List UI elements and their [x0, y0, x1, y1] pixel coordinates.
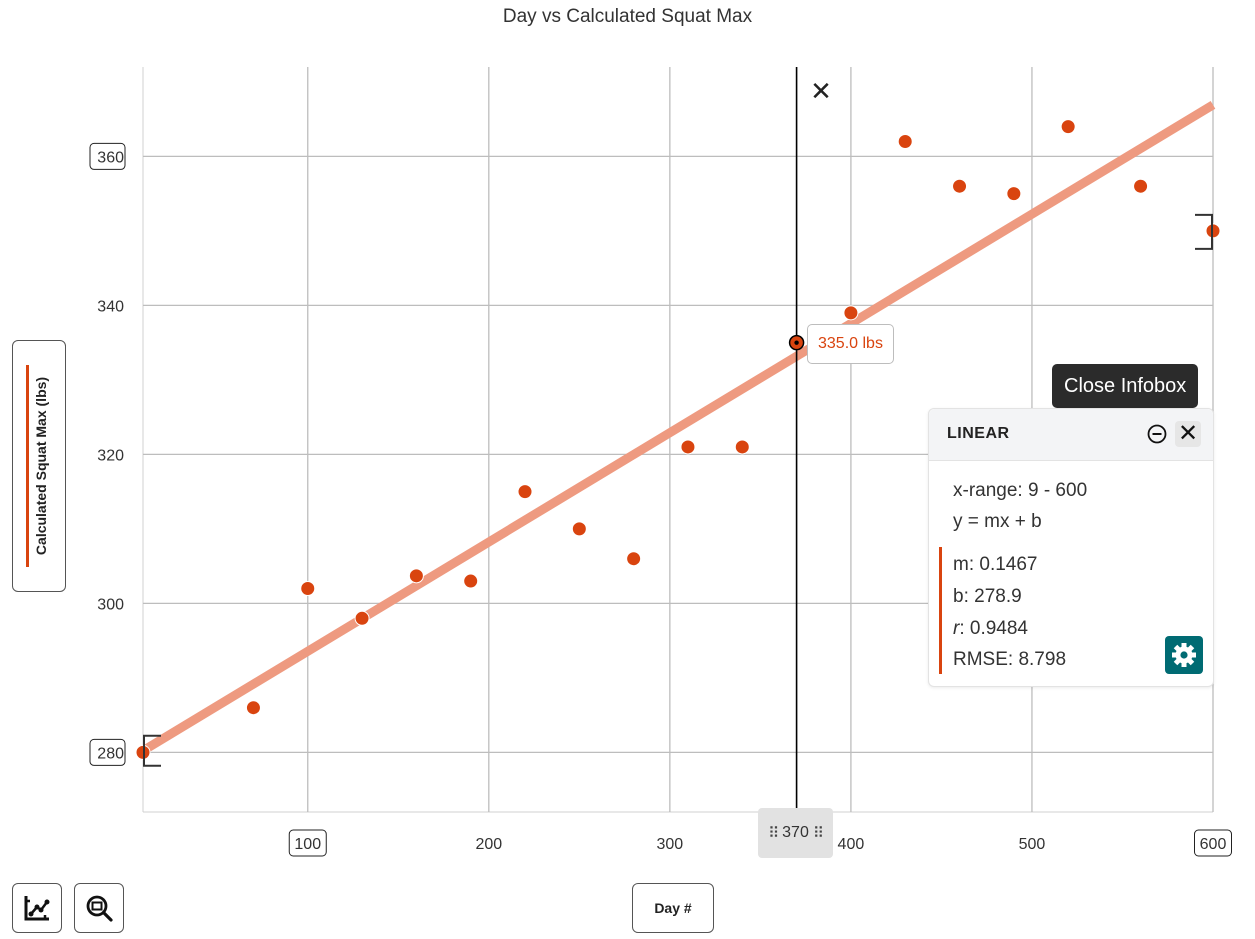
- slope-text: m: 0.1467: [953, 554, 1038, 575]
- correlation-text: r: 0.9484: [953, 618, 1028, 639]
- y-tick-label: 300: [97, 596, 124, 613]
- y-axis-label-button[interactable]: Calculated Squat Max (lbs): [12, 340, 66, 592]
- minus-circle-icon: [1147, 424, 1167, 444]
- x-tick-box: [288, 829, 327, 857]
- data-point: [1060, 119, 1076, 135]
- y-axis-label: Calculated Squat Max (lbs): [33, 376, 49, 556]
- y-tick-label: 340: [97, 298, 124, 315]
- range-end-bracket: [1195, 213, 1213, 250]
- x-tick-label: 100: [294, 836, 321, 853]
- data-point: [680, 439, 696, 455]
- x-range-text: x-range: 9 - 600: [953, 480, 1088, 501]
- selected-point-center: [794, 340, 799, 345]
- cursor-x-handle[interactable]: ⠿ 370 ⠿: [758, 808, 833, 858]
- data-point: [626, 551, 642, 567]
- x-tick-label: 400: [838, 836, 865, 853]
- data-point: [408, 568, 424, 584]
- zoom-button[interactable]: [74, 883, 124, 933]
- x-tick-label: 500: [1019, 836, 1046, 853]
- settings-button[interactable]: [1165, 636, 1203, 674]
- data-point: [245, 700, 261, 716]
- zoom-icon: [86, 895, 113, 922]
- data-point: [571, 521, 587, 537]
- data-point: [1006, 186, 1022, 202]
- data-point: [952, 178, 968, 194]
- fit-line: [140, 100, 1216, 755]
- data-point: [463, 573, 479, 589]
- x-tick-box: [1194, 829, 1232, 857]
- close-infobox-button[interactable]: ✕: [1175, 421, 1201, 447]
- fit-chart-icon: [24, 896, 50, 921]
- drag-handle-icon: ⠿: [768, 825, 779, 842]
- data-point: [843, 305, 859, 321]
- intercept-text: b: 278.9: [953, 586, 1022, 607]
- equation-text: y = mx + b: [953, 511, 1042, 532]
- data-points: [135, 119, 1221, 760]
- range-brackets: [143, 213, 1213, 767]
- minimize-button[interactable]: [1147, 424, 1167, 444]
- drag-handle-icon: ⠿: [812, 825, 824, 842]
- x-tick-label: 600: [1200, 836, 1227, 853]
- infobox-title: LINEAR: [947, 425, 1010, 442]
- close-icon: ✕: [1177, 420, 1199, 447]
- data-point: [897, 134, 913, 149]
- data-point: [300, 581, 316, 596]
- y-tick-label: 360: [97, 149, 124, 166]
- fit-chart-button[interactable]: [12, 883, 62, 933]
- tick-labels: 100 200 300 400 500 600 280 300 320 340 360: [89, 142, 1232, 857]
- gear-icon: [1172, 643, 1196, 667]
- chart-title: Day vs Calculated Squat Max: [502, 6, 753, 27]
- close-icon[interactable]: ✕: [810, 76, 832, 106]
- infobox: LINEAR ✕ x-range: 9 - 600 y = mx + b m: …: [928, 408, 1214, 687]
- series-color-bar: [939, 547, 942, 674]
- data-point: [734, 439, 750, 455]
- data-point: [1133, 178, 1149, 194]
- data-point: [354, 610, 370, 626]
- x-tick-label: 300: [657, 836, 684, 853]
- y-tick-box: [89, 142, 126, 170]
- y-tick-box: [89, 738, 126, 766]
- data-point: [517, 484, 533, 500]
- infobox-header: LINEAR ✕: [929, 409, 1213, 461]
- y-tick-label: 320: [97, 447, 124, 464]
- y-tick-label: 280: [97, 745, 124, 762]
- x-tick-label: 200: [475, 836, 502, 853]
- rmse-text: RMSE: 8.798: [953, 649, 1067, 670]
- fit-line-group: [140, 100, 1216, 755]
- series-color-bar: [26, 365, 29, 567]
- tooltip: Close Infobox: [1052, 364, 1199, 408]
- range-start-bracket: [143, 734, 161, 767]
- x-axis-label-button[interactable]: Day #: [632, 883, 714, 933]
- point-value-label: 335.0 lbs: [807, 324, 894, 364]
- cursor-x-value: 370: [782, 824, 809, 841]
